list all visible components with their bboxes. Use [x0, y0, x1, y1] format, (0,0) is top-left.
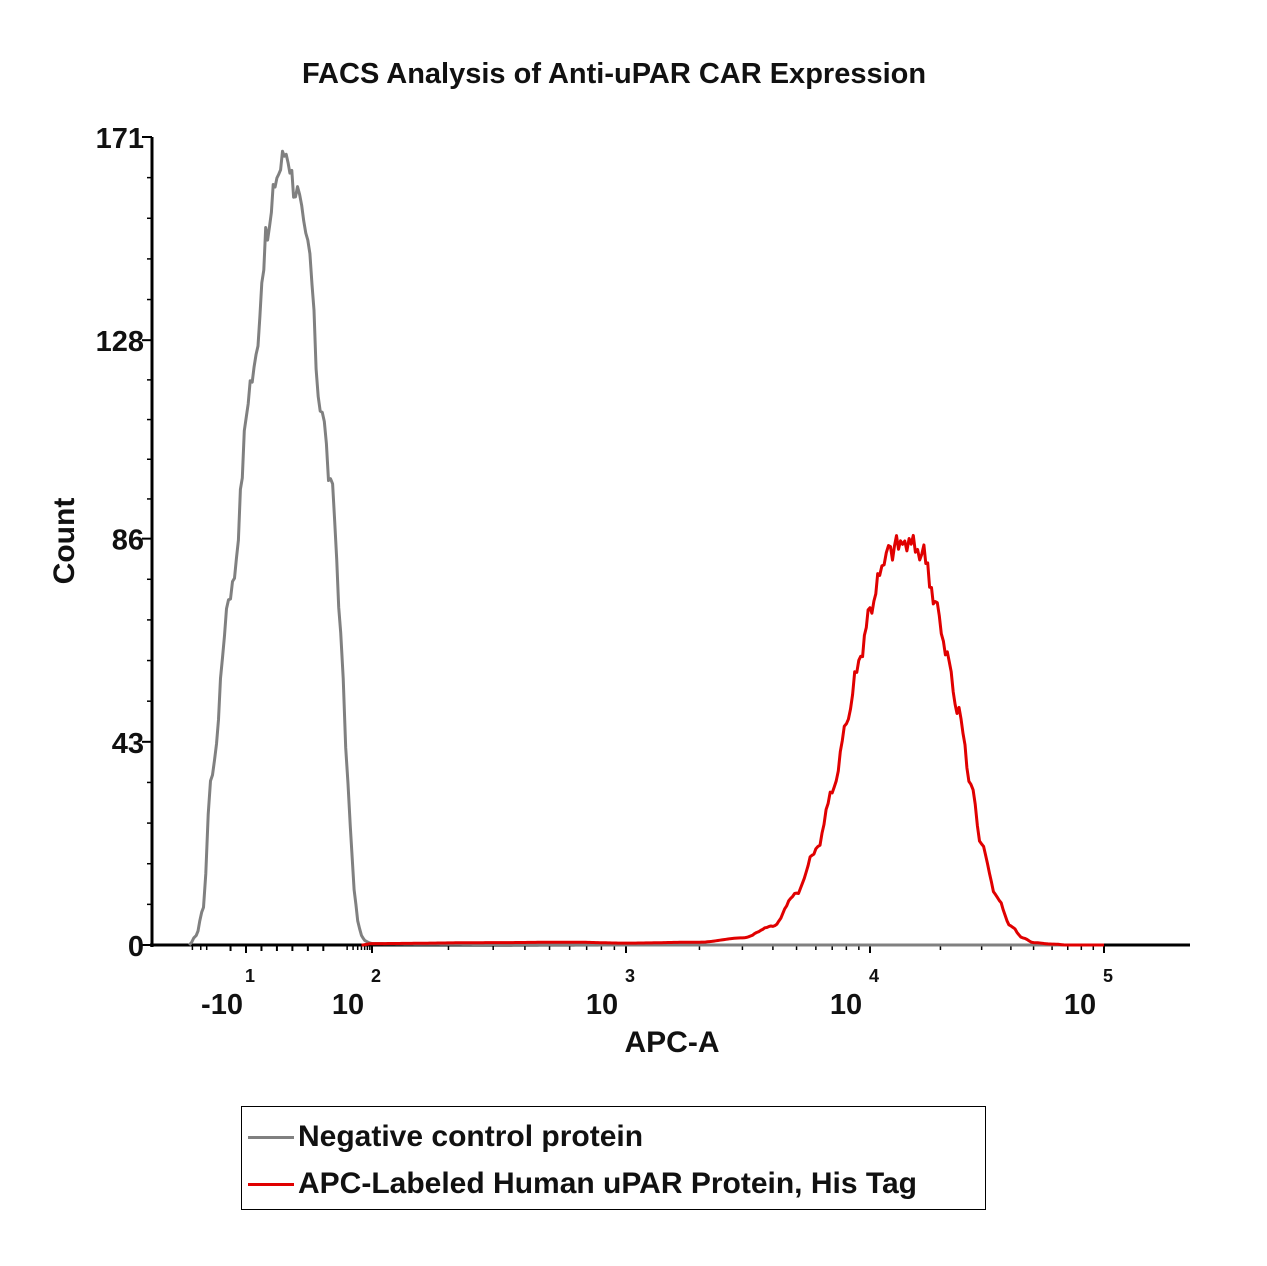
x-tick-label: 10 [586, 989, 618, 1021]
legend-item-uPAR-protein: APC-Labeled Human uPAR Protein, His Tag [248, 1162, 917, 1206]
legend-label: APC-Labeled Human uPAR Protein, His Tag [298, 1167, 917, 1200]
series-layer [188, 149, 1104, 947]
series-uPAR-protein-line [361, 533, 1104, 947]
x-tick-exponent: 5 [1103, 966, 1113, 986]
tick-labels: 0 43 86 128 171 -101 10 2 10 3 10 4 10 5 [96, 123, 1113, 1021]
legend-item-negative-control: Negative control protein [248, 1115, 643, 1159]
y-tick-label: 43 [112, 728, 144, 760]
y-tick-label: 128 [96, 326, 144, 358]
x-tick-exponent: 1 [245, 966, 255, 986]
x-tick-label: -10 [201, 989, 243, 1021]
y-tick-label: 86 [112, 525, 144, 557]
y-tick-label: 171 [96, 123, 144, 155]
axes [142, 136, 1190, 953]
y-axis-label: Count [48, 498, 81, 585]
x-axis-label: APC-A [625, 1026, 720, 1059]
y-tick-label: 0 [128, 931, 144, 963]
x-tick-exponent: 4 [869, 966, 879, 986]
x-tick-label: 10 [830, 989, 862, 1021]
legend-swatch-gray [248, 1135, 294, 1139]
x-tick-label: 10 [1064, 989, 1096, 1021]
legend-swatch-red [248, 1182, 294, 1186]
chart-title: FACS Analysis of Anti-uPAR CAR Expressio… [301, 58, 927, 90]
x-tick-label: 10 [332, 989, 364, 1021]
series-negative-control-line [188, 149, 1104, 947]
legend-label: Negative control protein [298, 1120, 644, 1153]
legend: Negative control protein APC-Labeled Hum… [241, 1106, 986, 1210]
x-tick-exponent: 3 [625, 966, 635, 986]
x-tick-exponent: 2 [371, 966, 381, 986]
